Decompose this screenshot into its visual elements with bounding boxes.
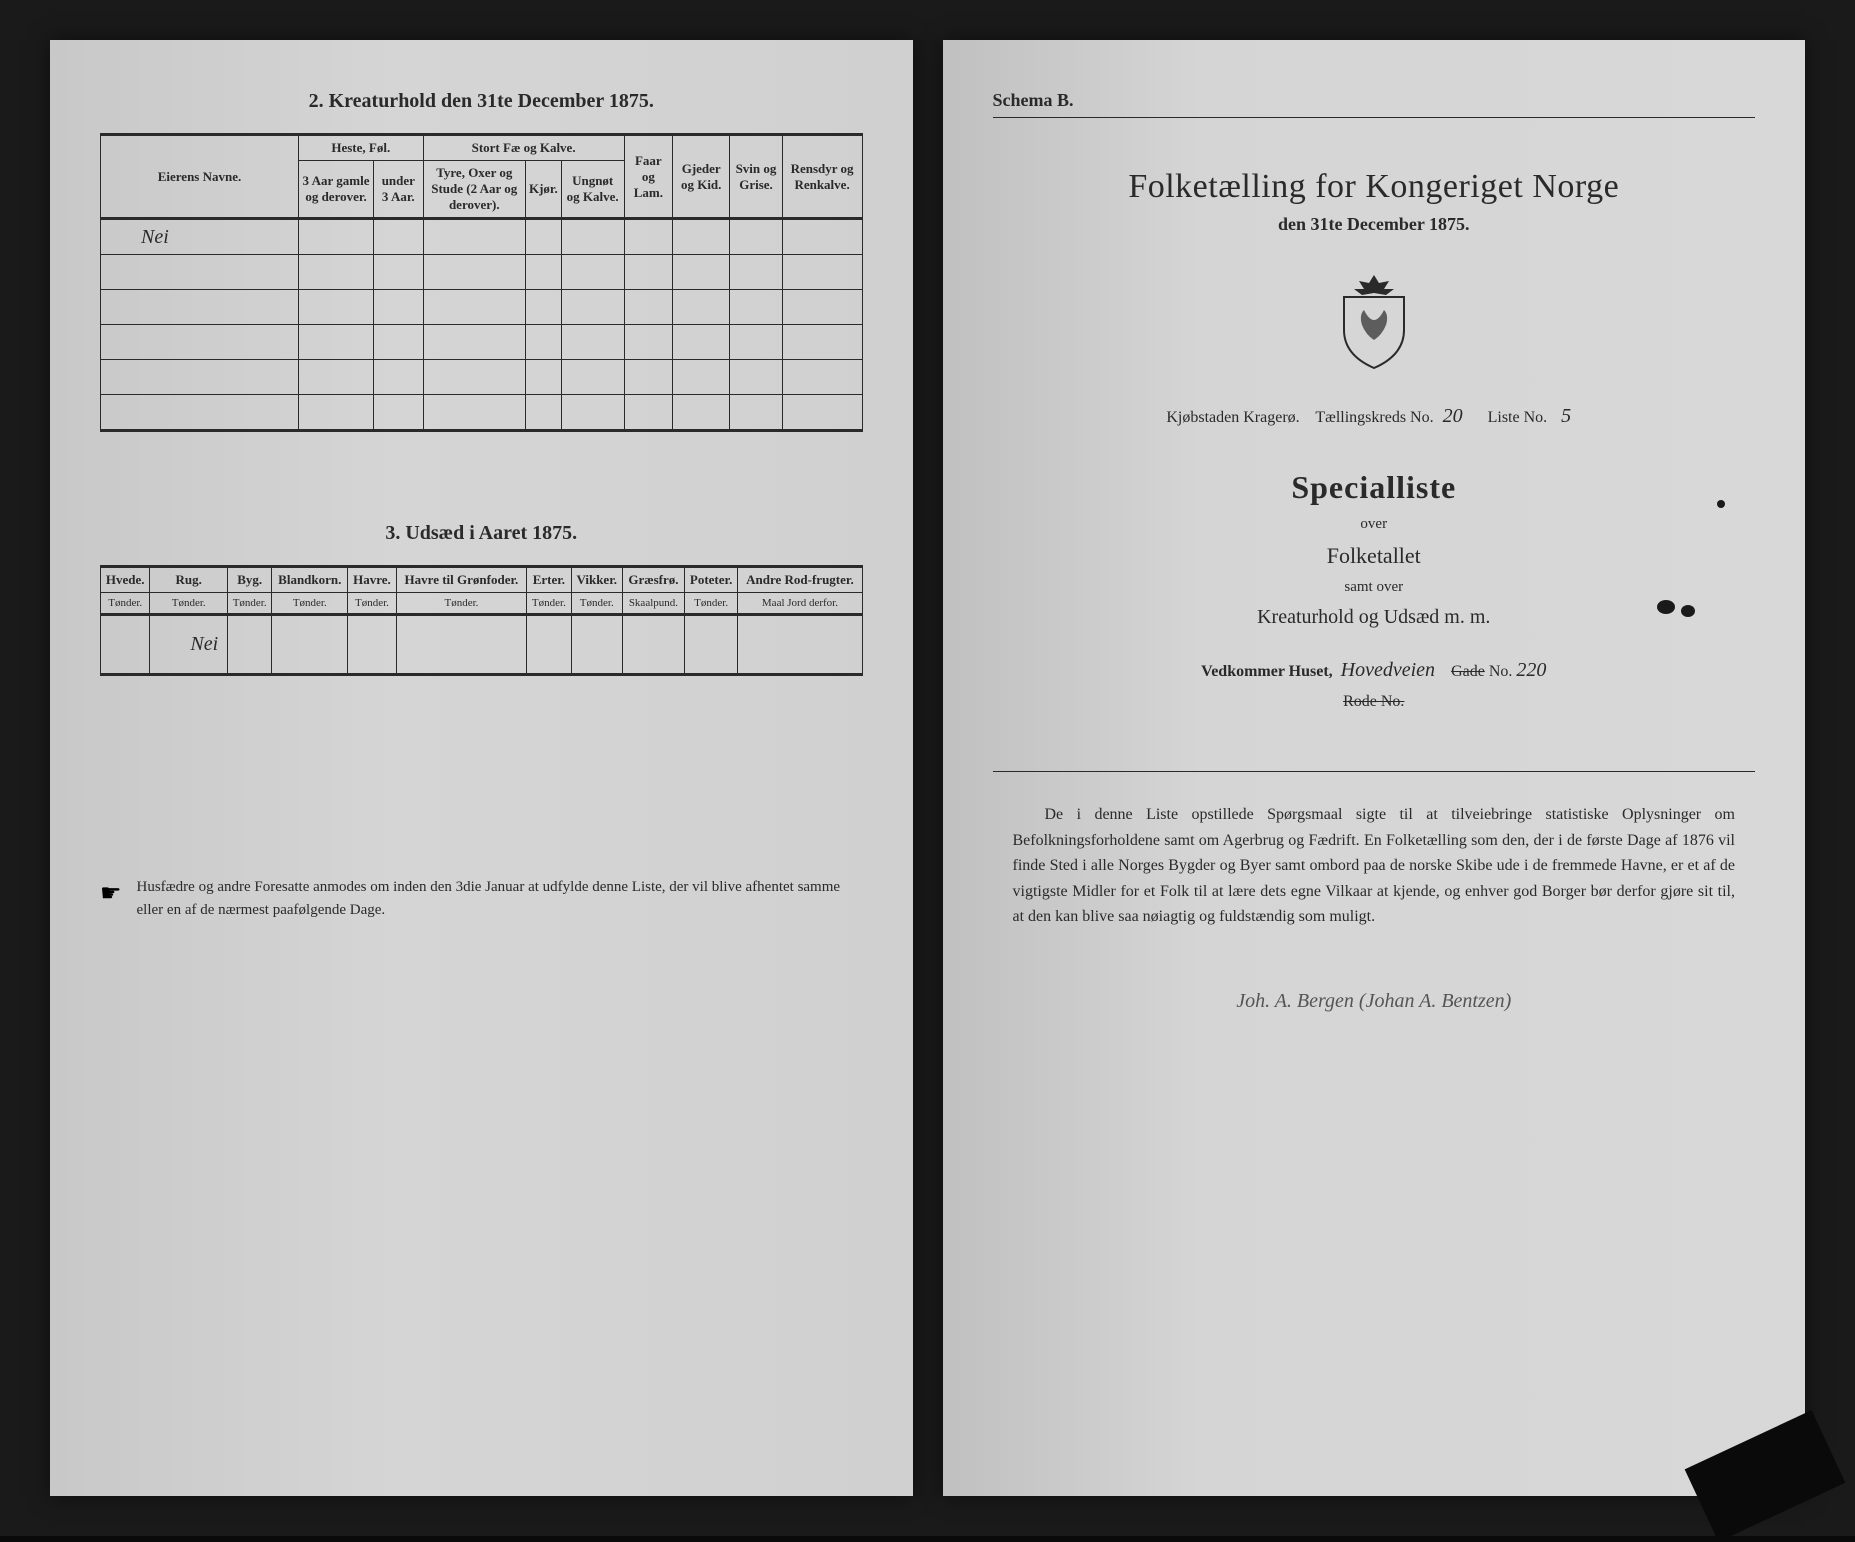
u3: Tønder. (228, 593, 272, 615)
spec-kreatur: Kreaturhold og Udsæd m. m. (993, 606, 1756, 629)
u5: Tønder. (348, 593, 396, 615)
district-line: Kjøbstaden Kragerø. Tællingskreds No. 20… (993, 405, 1756, 429)
archival-scan: 2. Kreaturhold den 31te December 1875. E… (0, 0, 1855, 1536)
c2: Rug. (150, 567, 228, 593)
u7: Tønder. (527, 593, 571, 615)
c11: Andre Rod-frugter. (738, 567, 862, 593)
schema-label: Schema B. (993, 90, 1756, 111)
col-pigs: Svin og Grise. (730, 135, 782, 219)
hw-entry-2: Nei (101, 219, 299, 255)
c1: Hvede. (101, 567, 150, 593)
c9: Græsfrø. (622, 567, 684, 593)
u10: Tønder. (684, 593, 738, 615)
pointing-hand-icon: ☛ (100, 876, 122, 921)
col-reindeer: Rensdyr og Renkalve. (782, 135, 862, 219)
seed-table: Hvede. Rug. Byg. Blandkorn. Havre. Havre… (100, 565, 863, 676)
col-h2: under 3 Aar. (374, 161, 424, 219)
body-paragraph: De i denne Liste opstillede Spørgsmaal s… (1013, 802, 1736, 930)
rode-struck: Rode No. (1343, 693, 1404, 710)
col-f2: Kjør. (525, 161, 561, 219)
gade-no: No. (1489, 663, 1513, 680)
u8: Tønder. (571, 593, 622, 615)
coat-of-arms-icon (993, 275, 1756, 375)
main-title: Folketælling for Kongeriget Norge (993, 168, 1756, 206)
c6: Havre til Grønfoder. (396, 567, 527, 593)
col-f1: Tyre, Oxer og Stude (2 Aar og derover). (423, 161, 525, 219)
section-2-title: 2. Kreaturhold den 31te December 1875. (100, 90, 863, 113)
footnote-text: Husfædre og andre Foresatte anmodes om i… (137, 876, 863, 921)
ink-blot-icon (1657, 600, 1675, 614)
col-cattle: Stort Fæ og Kalve. (423, 135, 624, 161)
u2: Tønder. (150, 593, 228, 615)
gade-value: 220 (1516, 659, 1546, 683)
liste-label: Liste No. (1488, 409, 1548, 426)
kreds-value: 20 (1438, 405, 1468, 429)
divider-2 (993, 771, 1756, 772)
u11: Maal Jord derfor. (738, 593, 862, 615)
specialliste-title: Specialliste (993, 469, 1756, 506)
house-label: Vedkommer Huset, (1201, 663, 1333, 680)
col-owner: Eierens Navne. (101, 135, 299, 219)
col-goats: Gjeder og Kid. (673, 135, 730, 219)
col-horses: Heste, Føl. (298, 135, 423, 161)
section-3-title: 3. Udsæd i Aaret 1875. (100, 522, 863, 545)
spec-over: over (993, 516, 1756, 533)
c4: Blandkorn. (272, 567, 348, 593)
livestock-table: Eierens Navne. Heste, Føl. Stort Fæ og K… (100, 133, 863, 432)
ink-blot-icon (1681, 605, 1695, 617)
u4: Tønder. (272, 593, 348, 615)
right-page: Schema B. Folketælling for Kongeriget No… (943, 40, 1806, 1496)
left-page: 2. Kreaturhold den 31te December 1875. E… (50, 40, 913, 1496)
kreds-label: Tællingskreds No. (1315, 409, 1433, 426)
corner-clip (1685, 1410, 1846, 1542)
u6: Tønder. (396, 593, 527, 615)
col-f3: Ungnøt og Kalve. (561, 161, 624, 219)
c7: Erter. (527, 567, 571, 593)
rode-line: Rode No. (993, 693, 1756, 711)
u9: Skaalpund. (622, 593, 684, 615)
col-h1: 3 Aar gamle og derover. (298, 161, 373, 219)
col-sheep: Faar og Lam. (624, 135, 672, 219)
house-value: Hovedveien (1341, 659, 1435, 683)
house-line: Vedkommer Huset, Hovedveien Gade No. 220 (993, 659, 1756, 683)
ink-blot-icon (1717, 500, 1725, 508)
town-label: Kjøbstaden Kragerø. (1166, 409, 1299, 426)
divider (993, 117, 1756, 118)
spec-samt: samt over (993, 579, 1756, 596)
c8: Vikker. (571, 567, 622, 593)
c10: Poteter. (684, 567, 738, 593)
signature: Joh. A. Bergen (Johan A. Bentzen) (993, 990, 1756, 1013)
left-footnote: ☛ Husfædre og andre Foresatte anmodes om… (100, 876, 863, 921)
spec-folketallet: Folketallet (993, 543, 1756, 569)
date-subtitle: den 31te December 1875. (993, 214, 1756, 235)
c3: Byg. (228, 567, 272, 593)
hw-entry-3: Nei (150, 615, 228, 675)
liste-value: 5 (1551, 405, 1581, 429)
c5: Havre. (348, 567, 396, 593)
u1: Tønder. (101, 593, 150, 615)
gade-struck: Gade (1451, 663, 1485, 680)
